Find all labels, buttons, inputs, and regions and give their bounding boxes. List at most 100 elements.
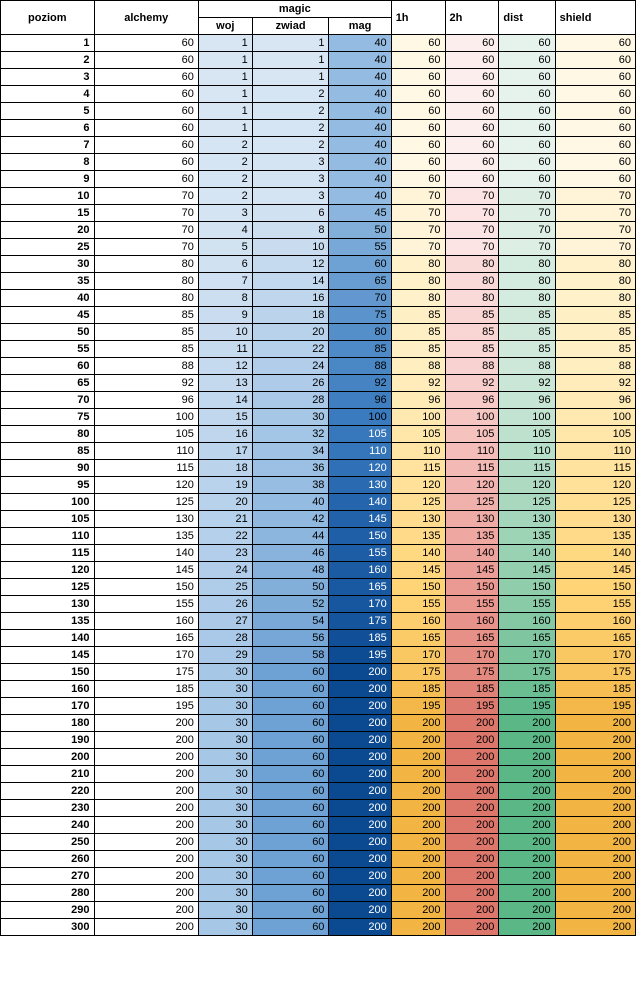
cell-h1: 88 bbox=[391, 358, 445, 375]
cell-mag: 40 bbox=[329, 103, 391, 120]
cell-shield: 200 bbox=[555, 817, 635, 834]
cell-zwiad: 3 bbox=[252, 171, 329, 188]
cell-alchemy: 170 bbox=[94, 647, 198, 664]
cell-woj: 30 bbox=[198, 834, 252, 851]
table-row: 901151836120115115115115 bbox=[1, 460, 636, 477]
cell-woj: 15 bbox=[198, 409, 252, 426]
cell-h1: 70 bbox=[391, 239, 445, 256]
cell-dist: 200 bbox=[499, 817, 555, 834]
cell-h2: 85 bbox=[445, 341, 499, 358]
cell-zwiad: 52 bbox=[252, 596, 329, 613]
cell-woj: 30 bbox=[198, 681, 252, 698]
cell-poziom: 90 bbox=[1, 460, 95, 477]
cell-mag: 96 bbox=[329, 392, 391, 409]
table-row: 1902003060200200200200200 bbox=[1, 732, 636, 749]
cell-poziom: 10 bbox=[1, 188, 95, 205]
cell-shield: 200 bbox=[555, 766, 635, 783]
cell-dist: 125 bbox=[499, 494, 555, 511]
cell-h2: 88 bbox=[445, 358, 499, 375]
cell-dist: 200 bbox=[499, 732, 555, 749]
cell-mag: 200 bbox=[329, 885, 391, 902]
cell-woj: 20 bbox=[198, 494, 252, 511]
cell-h1: 160 bbox=[391, 613, 445, 630]
cell-shield: 150 bbox=[555, 579, 635, 596]
cell-h1: 130 bbox=[391, 511, 445, 528]
cell-alchemy: 195 bbox=[94, 698, 198, 715]
cell-poziom: 115 bbox=[1, 545, 95, 562]
cell-zwiad: 16 bbox=[252, 290, 329, 307]
table-row: 2070485070707070 bbox=[1, 222, 636, 239]
table-row: 1101352244150135135135135 bbox=[1, 528, 636, 545]
cell-alchemy: 200 bbox=[94, 919, 198, 936]
cell-shield: 88 bbox=[555, 358, 635, 375]
cell-poziom: 3 bbox=[1, 69, 95, 86]
table-row: 2902003060200200200200200 bbox=[1, 902, 636, 919]
cell-woj: 21 bbox=[198, 511, 252, 528]
cell-woj: 14 bbox=[198, 392, 252, 409]
cell-shield: 85 bbox=[555, 341, 635, 358]
cell-h1: 80 bbox=[391, 290, 445, 307]
cell-shield: 200 bbox=[555, 919, 635, 936]
cell-mag: 50 bbox=[329, 222, 391, 239]
cell-shield: 110 bbox=[555, 443, 635, 460]
cell-woj: 30 bbox=[198, 664, 252, 681]
cell-shield: 80 bbox=[555, 256, 635, 273]
cell-alchemy: 85 bbox=[94, 341, 198, 358]
cell-dist: 60 bbox=[499, 52, 555, 69]
cell-h1: 115 bbox=[391, 460, 445, 477]
cell-woj: 13 bbox=[198, 375, 252, 392]
cell-woj: 30 bbox=[198, 800, 252, 817]
cell-h2: 60 bbox=[445, 171, 499, 188]
cell-woj: 2 bbox=[198, 188, 252, 205]
cell-h2: 70 bbox=[445, 205, 499, 222]
cell-h1: 200 bbox=[391, 902, 445, 919]
cell-h1: 85 bbox=[391, 307, 445, 324]
cell-poziom: 145 bbox=[1, 647, 95, 664]
cell-poziom: 20 bbox=[1, 222, 95, 239]
cell-mag: 200 bbox=[329, 868, 391, 885]
table-row: 660124060606060 bbox=[1, 120, 636, 137]
cell-poziom: 125 bbox=[1, 579, 95, 596]
cell-h1: 60 bbox=[391, 35, 445, 52]
cell-shield: 200 bbox=[555, 783, 635, 800]
cell-woj: 30 bbox=[198, 919, 252, 936]
cell-dist: 200 bbox=[499, 851, 555, 868]
header-poziom: poziom bbox=[1, 1, 95, 35]
table-row: 659213269292929292 bbox=[1, 375, 636, 392]
cell-dist: 130 bbox=[499, 511, 555, 528]
table-row: 1570364570707070 bbox=[1, 205, 636, 222]
cell-alchemy: 105 bbox=[94, 426, 198, 443]
cell-h2: 145 bbox=[445, 562, 499, 579]
cell-alchemy: 185 bbox=[94, 681, 198, 698]
table-row: 560124060606060 bbox=[1, 103, 636, 120]
cell-alchemy: 70 bbox=[94, 205, 198, 222]
cell-alchemy: 60 bbox=[94, 86, 198, 103]
cell-zwiad: 60 bbox=[252, 664, 329, 681]
cell-dist: 60 bbox=[499, 154, 555, 171]
cell-mag: 200 bbox=[329, 817, 391, 834]
table-row: 1351602754175160160160160 bbox=[1, 613, 636, 630]
table-row: 260114060606060 bbox=[1, 52, 636, 69]
cell-woj: 23 bbox=[198, 545, 252, 562]
cell-dist: 155 bbox=[499, 596, 555, 613]
cell-poziom: 7 bbox=[1, 137, 95, 154]
cell-alchemy: 70 bbox=[94, 188, 198, 205]
cell-zwiad: 14 bbox=[252, 273, 329, 290]
cell-h1: 60 bbox=[391, 171, 445, 188]
cell-poziom: 105 bbox=[1, 511, 95, 528]
cell-h2: 175 bbox=[445, 664, 499, 681]
cell-h1: 200 bbox=[391, 885, 445, 902]
cell-h1: 60 bbox=[391, 103, 445, 120]
cell-alchemy: 160 bbox=[94, 613, 198, 630]
cell-shield: 200 bbox=[555, 800, 635, 817]
table-row: 2302003060200200200200200 bbox=[1, 800, 636, 817]
cell-h2: 60 bbox=[445, 154, 499, 171]
cell-alchemy: 130 bbox=[94, 511, 198, 528]
cell-shield: 105 bbox=[555, 426, 635, 443]
cell-zwiad: 40 bbox=[252, 494, 329, 511]
cell-mag: 170 bbox=[329, 596, 391, 613]
cell-h1: 200 bbox=[391, 919, 445, 936]
cell-mag: 140 bbox=[329, 494, 391, 511]
cell-poziom: 70 bbox=[1, 392, 95, 409]
cell-h1: 155 bbox=[391, 596, 445, 613]
